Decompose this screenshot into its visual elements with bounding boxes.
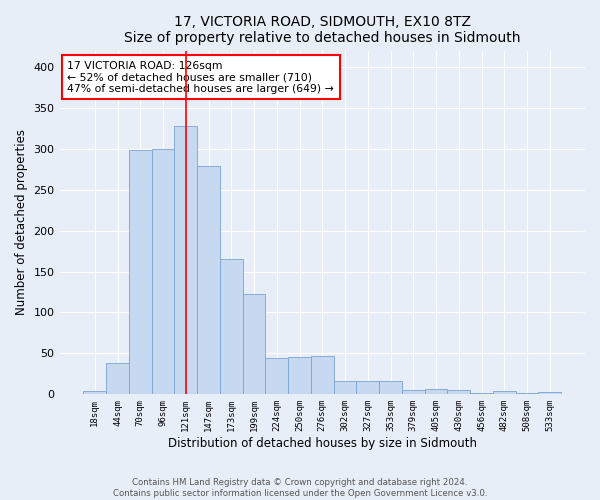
Bar [493, 391, 515, 394]
Bar [356, 381, 379, 394]
Bar [106, 363, 129, 394]
Bar [129, 150, 152, 394]
Bar [152, 149, 175, 394]
Bar [242, 294, 265, 394]
Bar [83, 391, 106, 394]
Bar [265, 358, 288, 394]
Bar [402, 390, 425, 394]
Y-axis label: Number of detached properties: Number of detached properties [15, 130, 28, 316]
Bar [288, 356, 311, 395]
Bar [538, 392, 561, 394]
X-axis label: Distribution of detached houses by size in Sidmouth: Distribution of detached houses by size … [168, 437, 477, 450]
Title: 17, VICTORIA ROAD, SIDMOUTH, EX10 8TZ
Size of property relative to detached hous: 17, VICTORIA ROAD, SIDMOUTH, EX10 8TZ Si… [124, 15, 521, 45]
Bar [515, 392, 538, 394]
Bar [448, 390, 470, 394]
Bar [425, 390, 448, 394]
Bar [470, 392, 493, 394]
Bar [334, 381, 356, 394]
Bar [311, 356, 334, 395]
Bar [379, 381, 402, 394]
Bar [220, 260, 242, 394]
Text: 17 VICTORIA ROAD: 126sqm
← 52% of detached houses are smaller (710)
47% of semi-: 17 VICTORIA ROAD: 126sqm ← 52% of detach… [67, 61, 334, 94]
Bar [197, 166, 220, 394]
Text: Contains HM Land Registry data © Crown copyright and database right 2024.
Contai: Contains HM Land Registry data © Crown c… [113, 478, 487, 498]
Bar [175, 126, 197, 394]
